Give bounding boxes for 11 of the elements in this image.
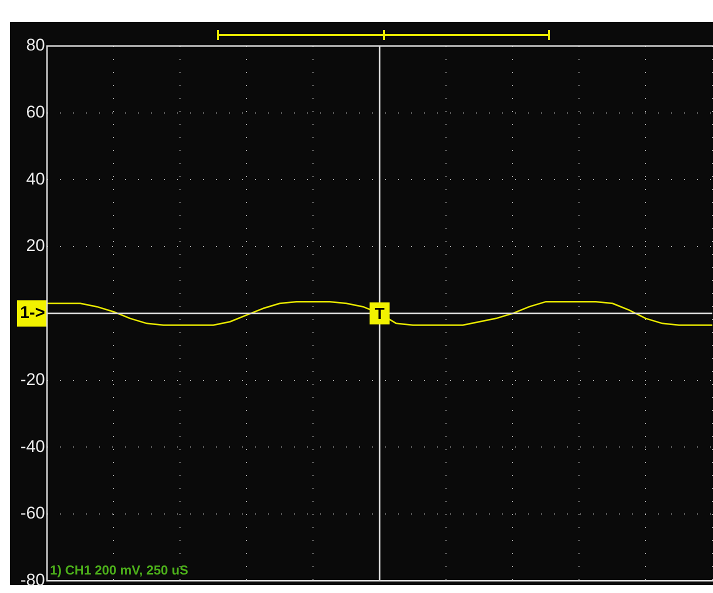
y-tick-label: -60: [20, 504, 45, 523]
y-tick-label: 60: [26, 102, 45, 122]
y-tick-label: 40: [26, 169, 45, 188]
annotation: T: [374, 306, 385, 323]
y-tick-label: -20: [20, 370, 45, 389]
y-tick-label: 80: [26, 36, 45, 55]
annotation: 1) CH1 200 mV, 250 uS: [50, 562, 189, 578]
y-tick-label: 1->: [20, 303, 46, 322]
y-tick-label: -80: [20, 570, 45, 590]
y-tick-label: 20: [26, 236, 45, 256]
y-tick-label: -40: [20, 436, 45, 456]
